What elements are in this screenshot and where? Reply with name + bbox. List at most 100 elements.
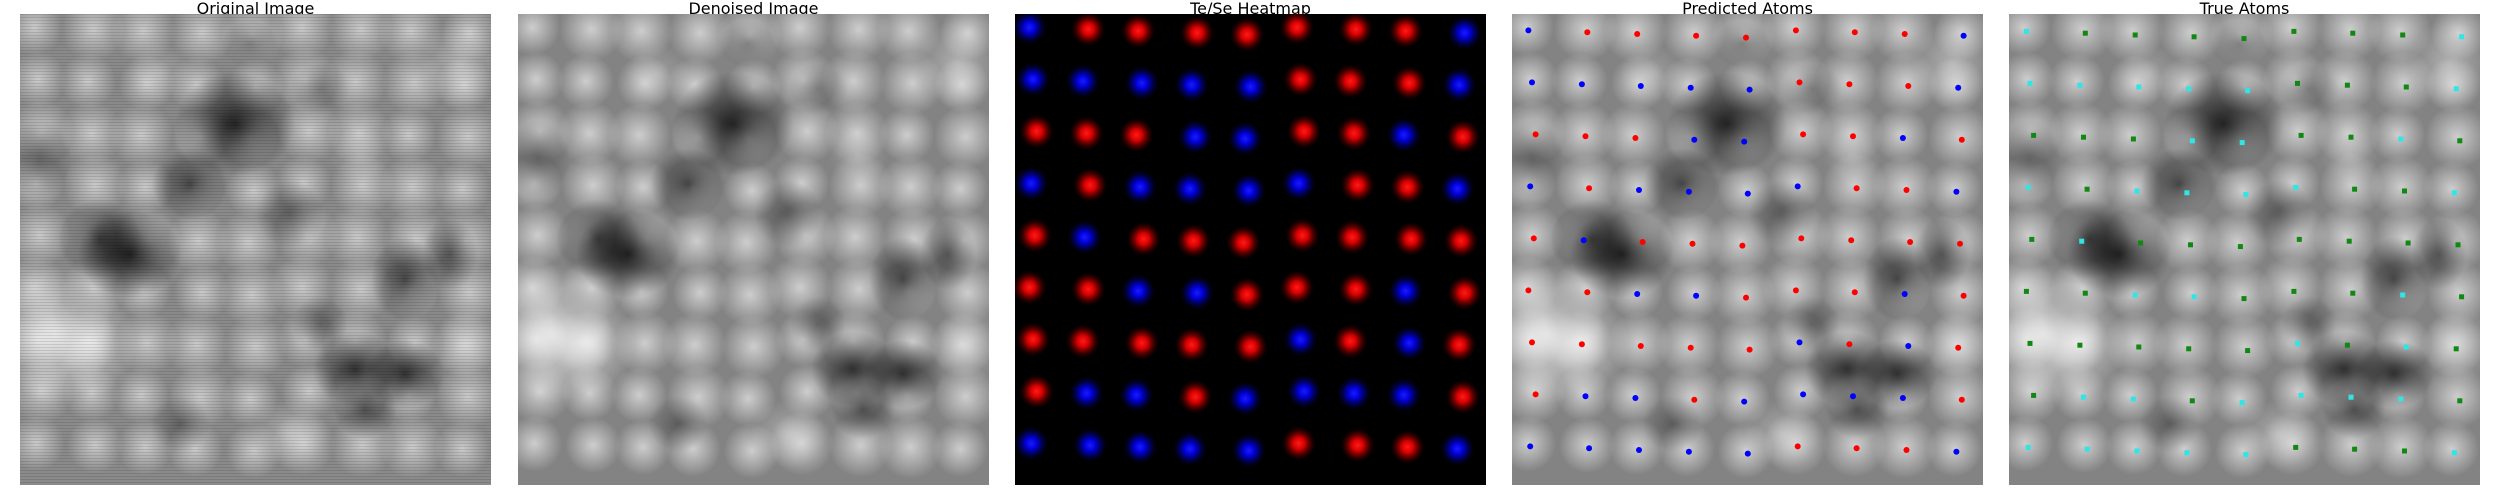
heatmap-red-spot bbox=[1335, 220, 1370, 255]
predicted-te-marker bbox=[1746, 346, 1753, 353]
heatmap-red-spot bbox=[1121, 14, 1156, 48]
heatmap-red-spot bbox=[1392, 66, 1427, 100]
predicted-se-marker bbox=[1636, 447, 1642, 453]
denoised-image bbox=[518, 14, 989, 485]
bright-regions bbox=[2009, 20, 2480, 468]
true-se-marker bbox=[2191, 294, 2197, 300]
predicted-se-marker bbox=[1529, 79, 1535, 86]
true-te-marker bbox=[2029, 236, 2035, 242]
predicted-te-marker bbox=[1532, 131, 1539, 138]
true-te-marker bbox=[2453, 346, 2459, 352]
true-atoms-image bbox=[2009, 14, 2480, 485]
predicted-te-marker bbox=[1846, 81, 1853, 88]
true-se-marker bbox=[2398, 396, 2404, 402]
true-te-marker bbox=[2291, 288, 2297, 294]
heatmap-red-spot bbox=[1226, 225, 1261, 260]
predicted-te-marker bbox=[1851, 289, 1858, 296]
true-se-marker bbox=[2132, 292, 2138, 298]
true-te-marker bbox=[2077, 342, 2083, 348]
true-se-marker bbox=[2136, 84, 2142, 90]
predicted-te-marker bbox=[1687, 344, 1694, 351]
heatmap-blue-spot bbox=[1172, 431, 1207, 466]
predicted-se-marker bbox=[1741, 398, 1748, 405]
true-se-marker bbox=[2400, 292, 2406, 298]
predicted-te-marker bbox=[1848, 237, 1855, 244]
heatmap-blue-spot bbox=[1016, 62, 1050, 97]
original-image bbox=[20, 14, 491, 485]
true-se-marker bbox=[2084, 446, 2090, 452]
true-te-marker bbox=[2031, 392, 2037, 398]
heatmap-blue-spot bbox=[1123, 170, 1157, 204]
heatmap-blue-spot bbox=[1386, 378, 1421, 412]
heatmap-red-spot bbox=[1285, 218, 1320, 253]
predicted-se-marker bbox=[1632, 395, 1639, 401]
predicted-te-marker bbox=[1800, 131, 1807, 138]
true-te-marker bbox=[2189, 398, 2195, 404]
predicted-se-marker bbox=[1582, 393, 1589, 400]
heatmap-red-spot bbox=[1065, 324, 1100, 359]
predicted-te-marker bbox=[1903, 187, 1910, 193]
heatmap-blue-spot bbox=[1124, 66, 1159, 100]
predicted-te-marker bbox=[1582, 133, 1589, 140]
true-te-marker bbox=[2132, 32, 2138, 38]
panel-true-atoms: True Atoms bbox=[2009, 0, 2480, 485]
heatmap-red-spot bbox=[1445, 379, 1480, 414]
predicted-te-marker bbox=[1853, 185, 1860, 192]
true-te-marker bbox=[2136, 344, 2142, 350]
predicted-te-marker bbox=[1792, 27, 1799, 34]
predicted-te-marker bbox=[1955, 344, 1962, 351]
heatmap-blue-spot bbox=[1287, 374, 1322, 409]
heatmap-red-spot bbox=[1071, 272, 1106, 307]
heatmap-red-spot bbox=[1447, 275, 1482, 310]
true-se-marker bbox=[2451, 450, 2457, 456]
true-te-marker bbox=[2350, 290, 2356, 296]
predicted-se-marker bbox=[1693, 292, 1700, 299]
true-se-marker bbox=[2459, 34, 2465, 40]
true-te-marker bbox=[2295, 80, 2300, 86]
panel-denoised-image: Denoised Image bbox=[518, 0, 989, 485]
heatmap-red-spot bbox=[1017, 218, 1052, 253]
true-te-marker bbox=[2081, 134, 2086, 140]
true-te-marker bbox=[2457, 138, 2463, 144]
true-se-marker bbox=[2245, 88, 2251, 94]
true-se-marker bbox=[2027, 80, 2033, 86]
heatmap-red-spot bbox=[1073, 168, 1108, 203]
bright-regions bbox=[20, 20, 491, 468]
heatmap-red-spot bbox=[1230, 277, 1264, 312]
heatmap-red-spot bbox=[1390, 170, 1425, 204]
dark-regions bbox=[1512, 20, 1970, 452]
true-te-marker bbox=[2082, 30, 2088, 36]
heatmap-blue-spot bbox=[1180, 275, 1215, 310]
true-se-marker bbox=[2239, 400, 2245, 406]
heatmap-blue-spot bbox=[1386, 118, 1421, 152]
predicted-se-marker bbox=[1580, 237, 1587, 244]
heatmap-blue-spot bbox=[1119, 378, 1154, 412]
true-te-marker bbox=[2188, 242, 2193, 248]
true-te-marker bbox=[2082, 290, 2088, 296]
predicted-se-marker bbox=[1637, 83, 1644, 89]
panel-title-heatmap: Te/Se Heatmap bbox=[1190, 0, 1311, 18]
predicted-se-marker bbox=[1899, 395, 1906, 401]
heatmap-red-spot bbox=[1281, 426, 1316, 461]
predicted-te-marker bbox=[1901, 31, 1908, 37]
heatmap-blue-spot bbox=[1174, 67, 1209, 102]
true-se-marker bbox=[2451, 190, 2457, 196]
true-te-marker bbox=[2405, 240, 2411, 246]
true-te-marker bbox=[2296, 236, 2302, 242]
heatmap-blue-spot bbox=[1123, 430, 1157, 464]
predicted-te-marker bbox=[1798, 235, 1805, 242]
heatmap-blue-spot bbox=[1233, 69, 1268, 104]
predicted-te-marker bbox=[1691, 396, 1698, 403]
heatmap-blue-spot bbox=[1178, 119, 1213, 154]
predicted-te-marker bbox=[1634, 31, 1641, 37]
predicted-se-marker bbox=[1905, 343, 1912, 349]
true-se-marker bbox=[2025, 184, 2031, 190]
heatmap-red-spot bbox=[1283, 62, 1318, 97]
predicted-se-marker bbox=[1744, 450, 1751, 457]
heatmap-blue-spot bbox=[1073, 428, 1108, 463]
true-se-marker bbox=[2403, 344, 2409, 350]
true-te-marker bbox=[2291, 28, 2297, 34]
heatmap-red-spot bbox=[1071, 14, 1106, 47]
predicted-te-marker bbox=[1907, 239, 1914, 245]
predicted-te-marker bbox=[1851, 29, 1858, 36]
